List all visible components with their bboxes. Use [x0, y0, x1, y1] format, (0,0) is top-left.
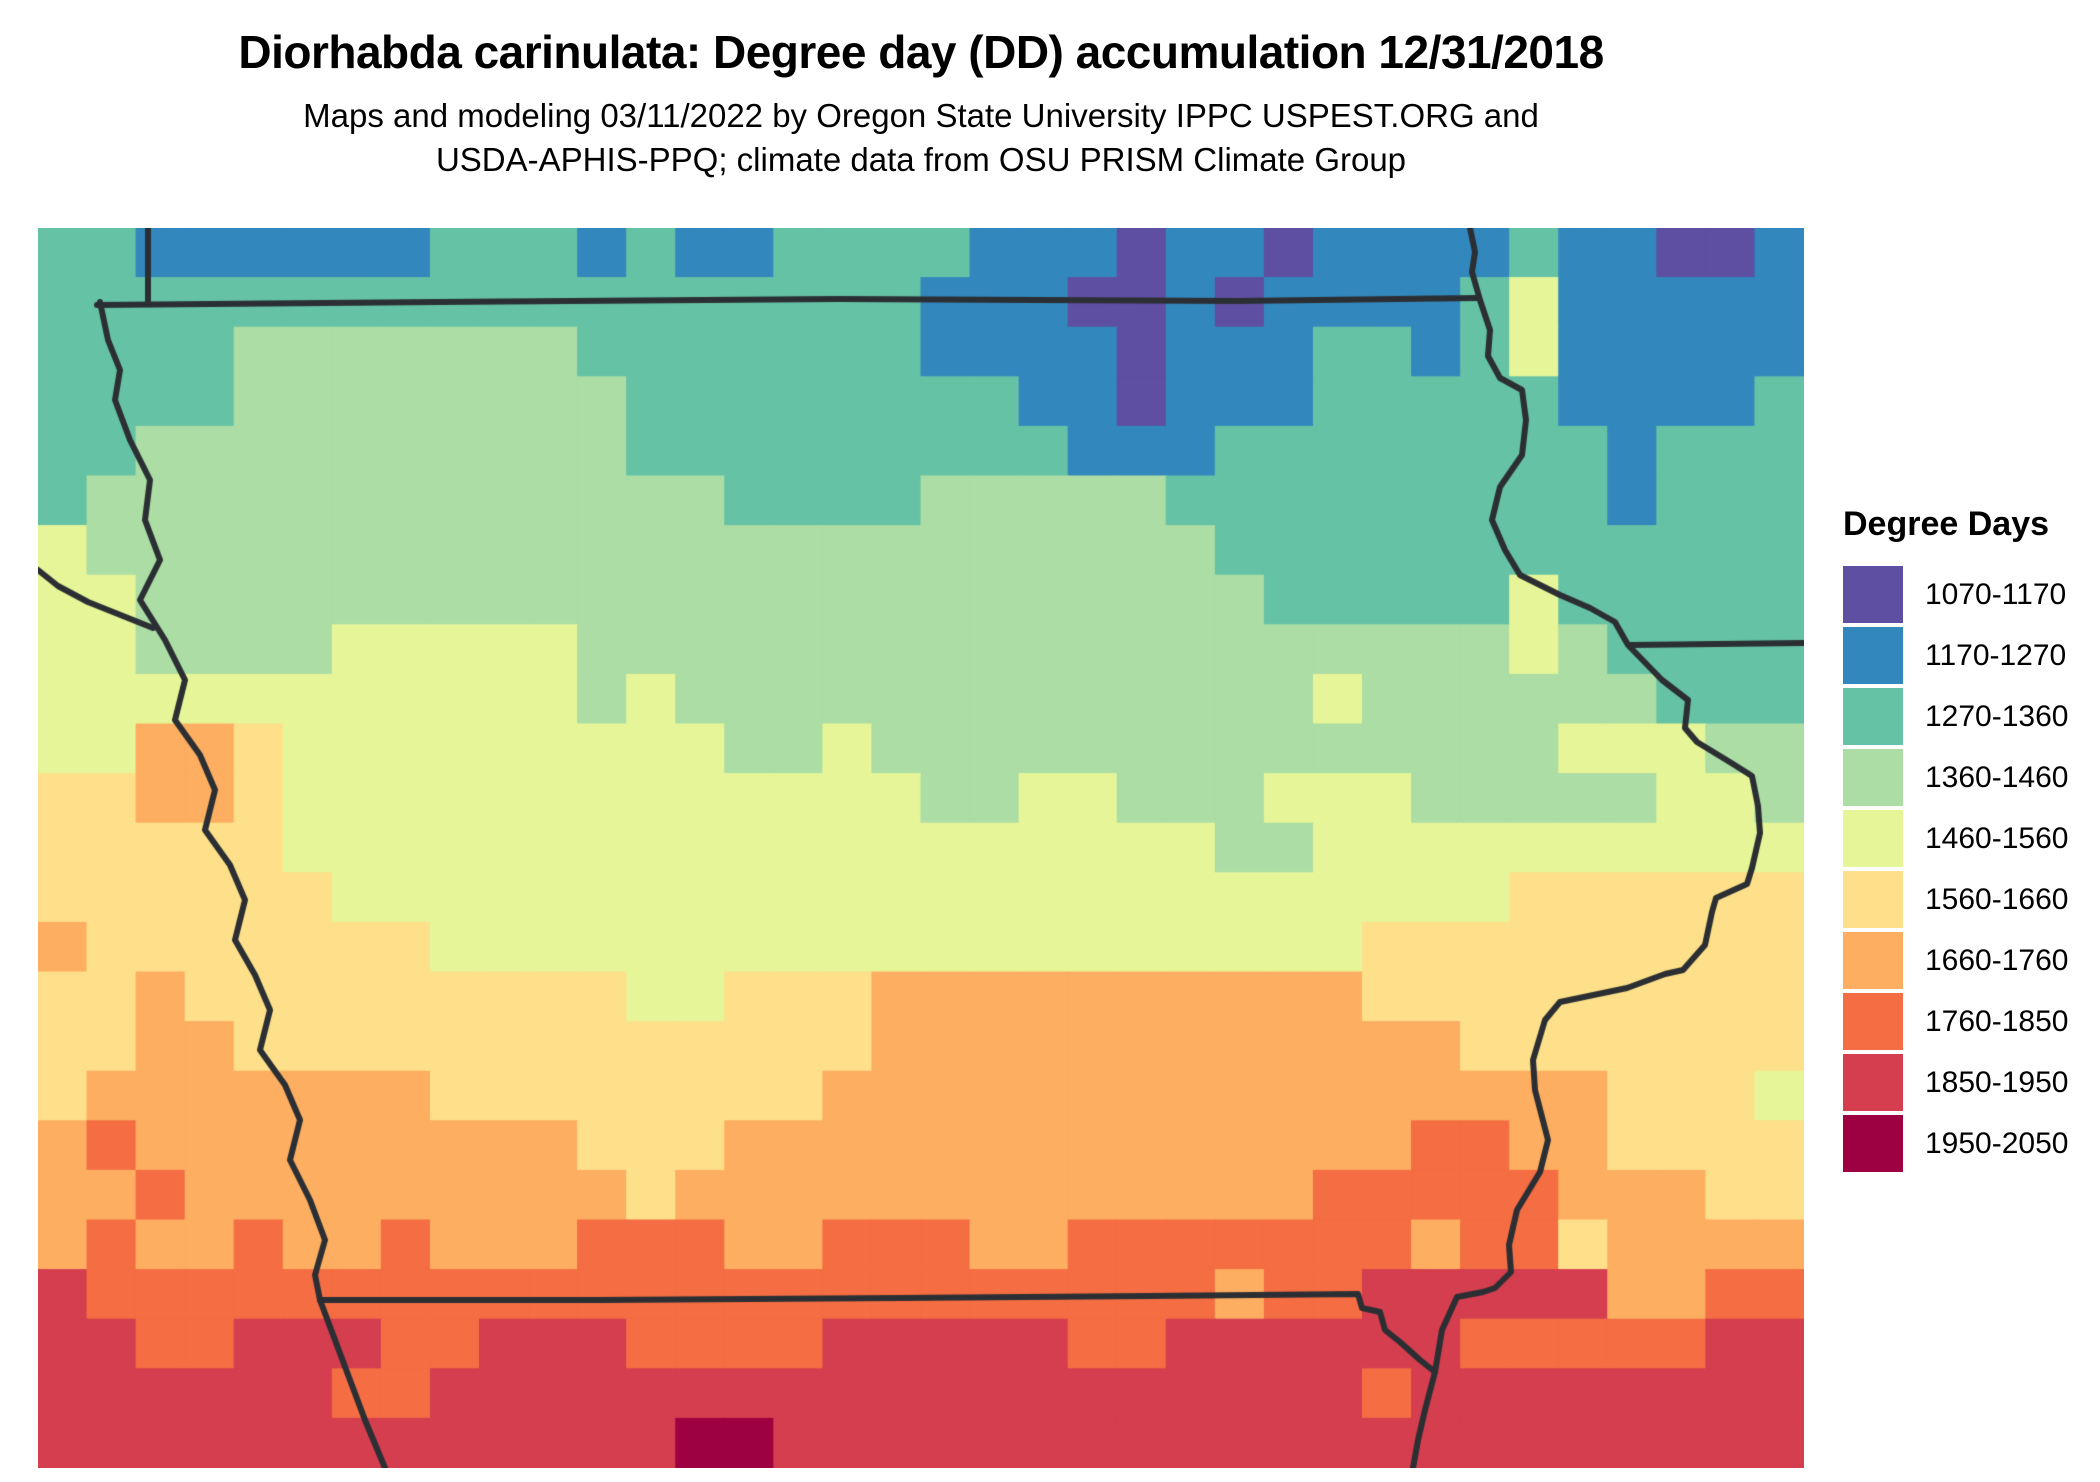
legend-label: 1760-1850 — [1925, 1004, 2069, 1038]
legend-label: 1460-1560 — [1925, 821, 2069, 855]
legend-swatch-1660-1760 — [1843, 932, 1903, 989]
legend-label: 1560-1660 — [1925, 882, 2069, 916]
iowa-degree-day-raster-map — [38, 228, 1804, 1468]
legend-swatch-1270-1360 — [1843, 688, 1903, 745]
legend-swatch-1760-1850 — [1843, 993, 1903, 1050]
legend-swatch-1850-1950 — [1843, 1054, 1903, 1111]
legend-entries: 1070-1170 1170-1270 1270-1360 1360-1460 1460… — [1843, 566, 2093, 1172]
legend-entry: 1560-1660 — [1843, 871, 2093, 928]
legend-label: 1850-1950 — [1925, 1065, 2069, 1099]
legend-swatch-1460-1560 — [1843, 810, 1903, 867]
legend-entry: 1850-1950 — [1843, 1054, 2093, 1111]
legend-entry: 1270-1360 — [1843, 688, 2093, 745]
legend-swatch-1360-1460 — [1843, 749, 1903, 806]
legend-entry: 1950-2050 — [1843, 1115, 2093, 1172]
page-title: Diorhabda carinulata: Degree day (DD) ac… — [238, 26, 1604, 78]
legend-label: 1170-1270 — [1925, 638, 2067, 672]
legend-swatch-1070-1170 — [1843, 566, 1903, 623]
legend-swatch-1560-1660 — [1843, 871, 1903, 928]
legend-entry: 1760-1850 — [1843, 993, 2093, 1050]
legend-entry: 1070-1170 — [1843, 566, 2093, 623]
subtitle-line-2: USDA-APHIS-PPQ; climate data from OSU PR… — [435, 141, 1407, 178]
legend-entry: 1660-1760 — [1843, 932, 2093, 989]
legend-entry: 1170-1270 — [1843, 627, 2093, 684]
legend-swatch-1170-1270 — [1843, 627, 1903, 684]
subtitle-line-1: Maps and modeling 03/11/2022 by Oregon S… — [303, 97, 1539, 134]
legend-entry: 1360-1460 — [1843, 749, 2093, 806]
header: Diorhabda carinulata: Degree day (DD) ac… — [38, 26, 1804, 182]
legend-swatch-1950-2050 — [1843, 1115, 1903, 1172]
legend-label: 1950-2050 — [1925, 1126, 2069, 1160]
legend-label: 1660-1760 — [1925, 943, 2069, 977]
legend-entry: 1460-1560 — [1843, 810, 2093, 867]
legend-label: 1070-1170 — [1925, 577, 2067, 611]
legend-label: 1270-1360 — [1925, 699, 2069, 733]
legend-label: 1360-1460 — [1925, 760, 2069, 794]
legend-title: Degree Days — [1843, 505, 2050, 543]
legend: Degree Days 1070-1170 1170-1270 1270-1360 1… — [1843, 505, 2093, 1176]
